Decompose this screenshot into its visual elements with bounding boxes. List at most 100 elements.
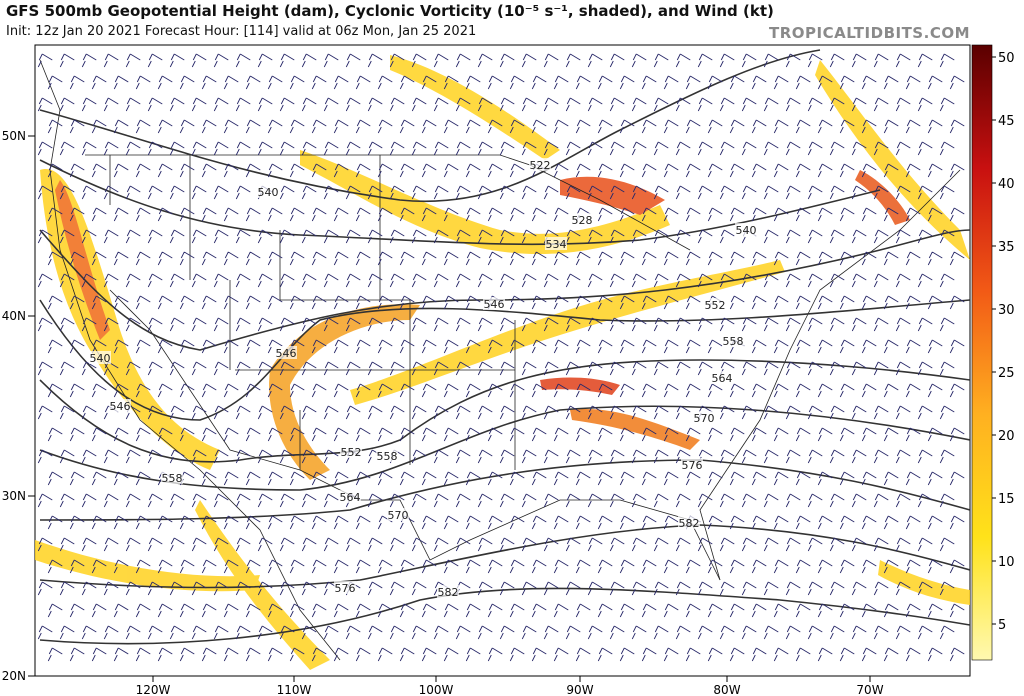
wind-barb <box>69 207 85 222</box>
wind-barb <box>521 361 537 376</box>
wind-barb <box>939 449 955 464</box>
wind-barb <box>741 405 757 420</box>
wind-barb <box>949 427 965 442</box>
wind-barb <box>169 185 185 200</box>
wind-barb <box>323 537 339 552</box>
wind-barb <box>509 559 525 574</box>
wind-barb <box>895 273 911 288</box>
wind-barb <box>323 273 339 288</box>
wind-barb <box>191 141 207 156</box>
wind-barb <box>169 317 185 332</box>
wind-barb <box>499 405 515 420</box>
wind-barb <box>521 97 537 112</box>
wind-barb <box>895 625 911 640</box>
wind-barb <box>443 339 459 354</box>
wind-barb <box>861 119 877 134</box>
wind-barb <box>729 295 745 310</box>
wind-barb <box>685 163 701 178</box>
wind-barb <box>465 295 481 310</box>
wind-barb <box>663 251 679 266</box>
wind-barb <box>531 559 547 574</box>
wind-barb <box>213 273 229 288</box>
wind-barb <box>587 405 603 420</box>
wind-barb <box>399 383 415 398</box>
wind-barb <box>861 515 877 530</box>
wind-barb <box>587 625 603 640</box>
wind-barb <box>741 141 757 156</box>
wind-barb <box>543 361 559 376</box>
wind-barb <box>267 207 283 222</box>
wind-barb <box>641 75 657 90</box>
wind-barb <box>861 603 877 618</box>
colorbar-tick-label: 25 <box>998 366 1015 381</box>
wind-barb <box>619 427 635 442</box>
wind-barb <box>81 449 97 464</box>
wind-barb <box>201 471 217 486</box>
contour-label-bg <box>89 351 111 364</box>
wind-barb <box>47 75 63 90</box>
wind-barb <box>135 295 151 310</box>
wind-barb <box>895 537 911 552</box>
wind-barb <box>597 339 613 354</box>
wind-barb <box>751 515 767 530</box>
wind-barb <box>355 207 371 222</box>
wind-barb <box>169 273 185 288</box>
wind-barb <box>201 295 217 310</box>
contour-label: 558 <box>162 472 183 485</box>
wind-barb <box>597 383 613 398</box>
wind-barb <box>455 97 471 112</box>
wind-barb <box>169 537 185 552</box>
wind-barb <box>597 295 613 310</box>
wind-barb <box>619 295 635 310</box>
wind-barb <box>619 515 635 530</box>
wind-barb <box>443 647 459 662</box>
wind-barb <box>751 647 767 662</box>
wind-barb <box>587 449 603 464</box>
wind-barb <box>861 383 877 398</box>
colorbar-tick-label: 40 <box>998 177 1015 192</box>
wind-barb <box>433 229 449 244</box>
wind-barb <box>851 625 867 640</box>
wind-barb <box>587 97 603 112</box>
wind-barb <box>279 449 295 464</box>
wind-barb <box>179 559 195 574</box>
wind-barb <box>619 75 635 90</box>
wind-barb <box>829 449 845 464</box>
wind-barb <box>565 625 581 640</box>
wind-barb <box>311 295 327 310</box>
wind-barb <box>47 119 63 134</box>
wind-barb <box>883 119 899 134</box>
wind-barb <box>597 647 613 662</box>
wind-barb <box>157 251 173 266</box>
wind-barb <box>829 581 845 596</box>
wind-barb <box>905 603 921 618</box>
wind-barb <box>631 449 647 464</box>
wind-barb <box>773 119 789 134</box>
wind-barb <box>147 317 163 332</box>
wind-barb <box>289 647 305 662</box>
wind-barb <box>499 141 515 156</box>
wind-barb <box>785 537 801 552</box>
contour-label: 582 <box>438 586 459 599</box>
wind-barb <box>289 471 305 486</box>
wind-barb <box>763 405 779 420</box>
wind-barb <box>421 559 437 574</box>
wind-barb <box>905 119 921 134</box>
wind-barb <box>81 185 97 200</box>
wind-barb <box>367 317 383 332</box>
wind-barb <box>905 339 921 354</box>
wind-barb <box>729 119 745 134</box>
wind-barb <box>653 273 669 288</box>
wind-barb <box>785 361 801 376</box>
wind-barb <box>795 207 811 222</box>
contour-label: 582 <box>679 517 700 530</box>
wind-barb <box>839 471 855 486</box>
wind-barb <box>817 471 833 486</box>
wind-barb <box>575 647 591 662</box>
wind-barb <box>873 141 889 156</box>
wind-barb <box>59 537 75 552</box>
wind-barb <box>411 449 427 464</box>
wind-barb <box>619 471 635 486</box>
wind-barb <box>795 515 811 530</box>
wind-barb <box>719 229 735 244</box>
